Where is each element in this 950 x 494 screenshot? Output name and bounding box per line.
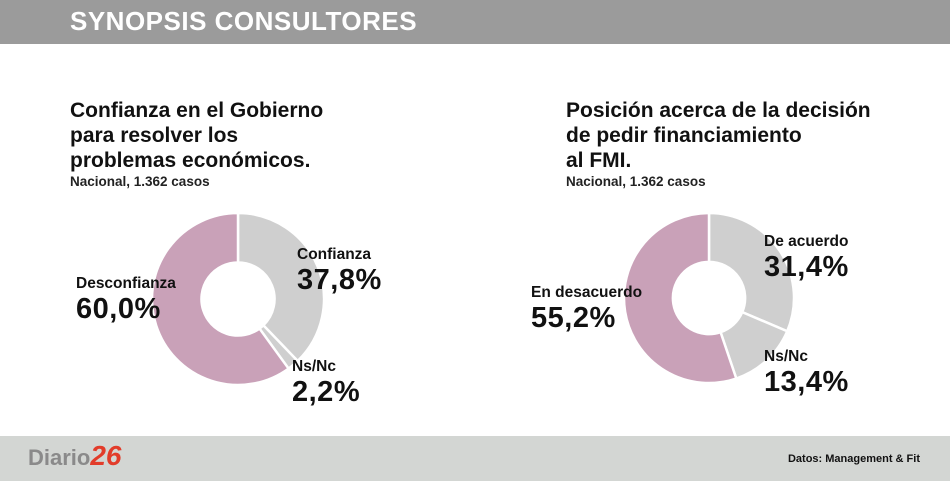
slice-label-value: 13,4% [764,366,849,398]
slice-label-value: 37,8% [297,264,382,296]
header-bar: SYNOPSIS CONSULTORES [0,0,950,44]
chart-subtitle: Nacional, 1.362 casos [70,174,210,189]
donut-slice-de-acuerdo [707,212,795,333]
logo-number: 26 [90,440,122,471]
chart-title: Confianza en el Gobierno para resolver l… [70,98,323,173]
chart-title-line: Posición acerca de la decisión [566,99,871,122]
chart-title-line: Confianza en el Gobierno [70,99,324,122]
slice-label-name: De acuerdo [764,233,849,250]
slice-label-name: Ns/Nc [292,358,336,375]
slice-label-name: Confianza [297,246,372,263]
slice-label-value: 55,2% [531,302,616,334]
donut-slice-en-desacuerdo [623,212,738,384]
chart-title-line: para resolver los [70,124,239,147]
chart-subtitle: Nacional, 1.362 casos [566,174,706,189]
header-title: SYNOPSIS CONSULTORES [70,6,418,36]
donut-slice-desconfianza [151,212,291,386]
slice-label-value: 60,0% [76,293,161,325]
slice-label-value: 2,2% [292,376,361,408]
donut-chart [151,212,325,386]
chart-title-line: al FMI. [566,149,632,172]
logo-text: Diario [28,445,91,470]
footer-bar: Diario26 Datos: Management & Fit [0,436,950,481]
brand-logo: Diario26 [28,440,122,472]
chart-title-line: de pedir financiamiento [566,124,802,147]
source-note: Datos: Management & Fit [787,453,920,465]
slice-label-value: 31,4% [764,251,849,283]
chart-title: Posición acerca de la decisión de pedir … [566,98,871,173]
donut-chart [623,212,795,384]
donut-slice-confianza [236,212,325,363]
slice-label-name: Desconfianza [76,275,176,292]
slice-label-name: Ns/Nc [764,348,808,365]
slice-label-name: En desacuerdo [531,284,643,301]
chart-title-line: problemas económicos. [70,149,311,172]
